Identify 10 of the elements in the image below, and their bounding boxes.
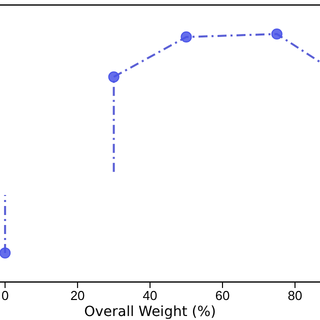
x-tick-label: 40 [142,288,158,304]
x-tick-label: 60 [215,288,230,304]
point [180,31,192,43]
point [108,71,120,82]
x-axis-title: Overall Weight (%) [84,304,216,320]
x-tick-label: 0 [1,288,9,304]
x-tick-label: 20 [70,288,85,304]
point [0,247,11,259]
point [271,28,282,40]
x-tick-label: 80 [288,288,302,304]
